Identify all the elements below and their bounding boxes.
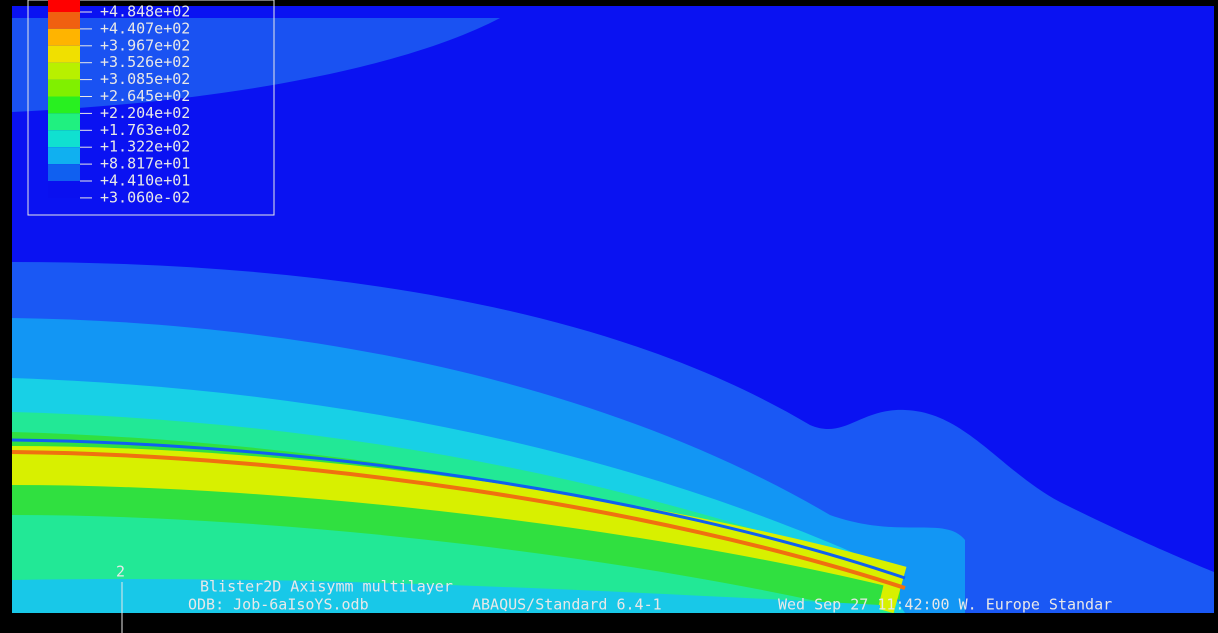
legend-swatch — [48, 0, 80, 12]
legend-label: +4.848e+02 — [100, 3, 190, 21]
legend-swatch — [48, 147, 80, 165]
viewport-title: Blister2D Axisymm multilayer — [200, 578, 453, 596]
odb-name: ODB: Job-6aIsoYS.odb — [188, 596, 369, 614]
legend-swatch — [48, 164, 80, 181]
legend-swatch — [48, 79, 80, 97]
legend-label: +4.410e+01 — [100, 172, 190, 190]
legend-label: +3.060e-02 — [100, 188, 190, 206]
legend: +4.848e+02+4.407e+02+3.967e+02+3.526e+02… — [48, 0, 190, 206]
contour-band — [12, 579, 880, 613]
legend-label: +3.526e+02 — [100, 53, 190, 71]
legend-label: +2.645e+02 — [100, 87, 190, 105]
frame — [0, 613, 1218, 633]
timestamp: Wed Sep 27 11:42:00 W. Europe Standar — [778, 596, 1112, 614]
legend-swatch — [48, 113, 80, 131]
legend-swatch — [48, 181, 80, 198]
legend-swatch — [48, 12, 80, 29]
legend-swatch — [48, 45, 80, 63]
contour-band — [11, 446, 907, 614]
legend-label: +8.817e+01 — [100, 155, 190, 173]
triad-label: 2 — [116, 563, 125, 581]
legend-label: +3.085e+02 — [100, 70, 190, 88]
legend-swatch — [48, 96, 80, 114]
legend-swatch — [48, 130, 80, 148]
contour-band — [11, 450, 906, 590]
solver-version: ABAQUS/Standard 6.4-1 — [472, 596, 662, 614]
legend-label: +1.322e+02 — [100, 138, 190, 156]
contour-band — [11, 438, 906, 580]
legend-label: +4.407e+02 — [100, 19, 190, 37]
legend-box — [27, 0, 275, 216]
contour-band — [11, 485, 884, 615]
legend-label: +2.204e+02 — [100, 104, 190, 122]
legend-label: +1.763e+02 — [100, 121, 190, 139]
legend-label: +3.967e+02 — [100, 36, 190, 54]
contour-band — [12, 18, 500, 112]
legend-swatch — [48, 28, 80, 46]
legend-swatch — [48, 62, 80, 80]
